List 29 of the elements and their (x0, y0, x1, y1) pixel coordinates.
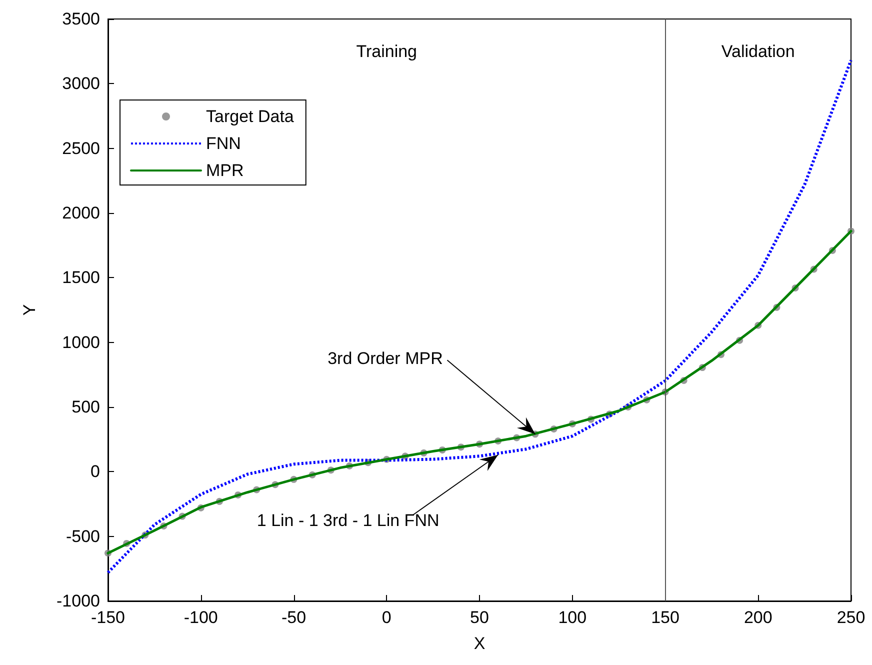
annotation: Training (356, 42, 418, 61)
y-tick-label: 3500 (62, 10, 100, 28)
y-axis-title: Y (20, 304, 39, 316)
annotation: 3rd Order MPR (328, 349, 443, 368)
y-tick-label: -1000 (56, 592, 100, 610)
x-tick-label: 150 (651, 608, 680, 627)
x-tick-label: 250 (836, 608, 866, 627)
y-tick-label: 1000 (62, 332, 100, 352)
y-tick-label: 3000 (62, 74, 100, 94)
y-tick-label: -500 (66, 526, 100, 546)
line-series (106, 58, 852, 574)
y-tick-label: 0 (90, 462, 100, 482)
y-tick-label: 2500 (62, 138, 100, 158)
x-tick-label: -50 (281, 608, 306, 627)
x-tick-label: 50 (470, 608, 489, 627)
legend-label: MPR (206, 161, 244, 180)
y-tick-label: 1500 (62, 268, 100, 288)
y-tick-label: 500 (72, 398, 100, 416)
x-tick-label: -100 (184, 608, 218, 627)
y-tick-label: 2000 (62, 204, 100, 222)
annotation: Validation (721, 42, 795, 61)
x-tick-label: -150 (90, 608, 126, 627)
x-tick-label: 200 (744, 608, 772, 627)
legend-label: Target Data (206, 107, 294, 126)
legend-label: FNN (206, 134, 241, 153)
annotation: 1 Lin - 1 3rd - 1 Lin FNN (256, 510, 440, 530)
x-axis-title: X (474, 634, 486, 653)
x-tick-label: 0 (382, 608, 392, 627)
x-tick-label: 100 (558, 608, 587, 627)
